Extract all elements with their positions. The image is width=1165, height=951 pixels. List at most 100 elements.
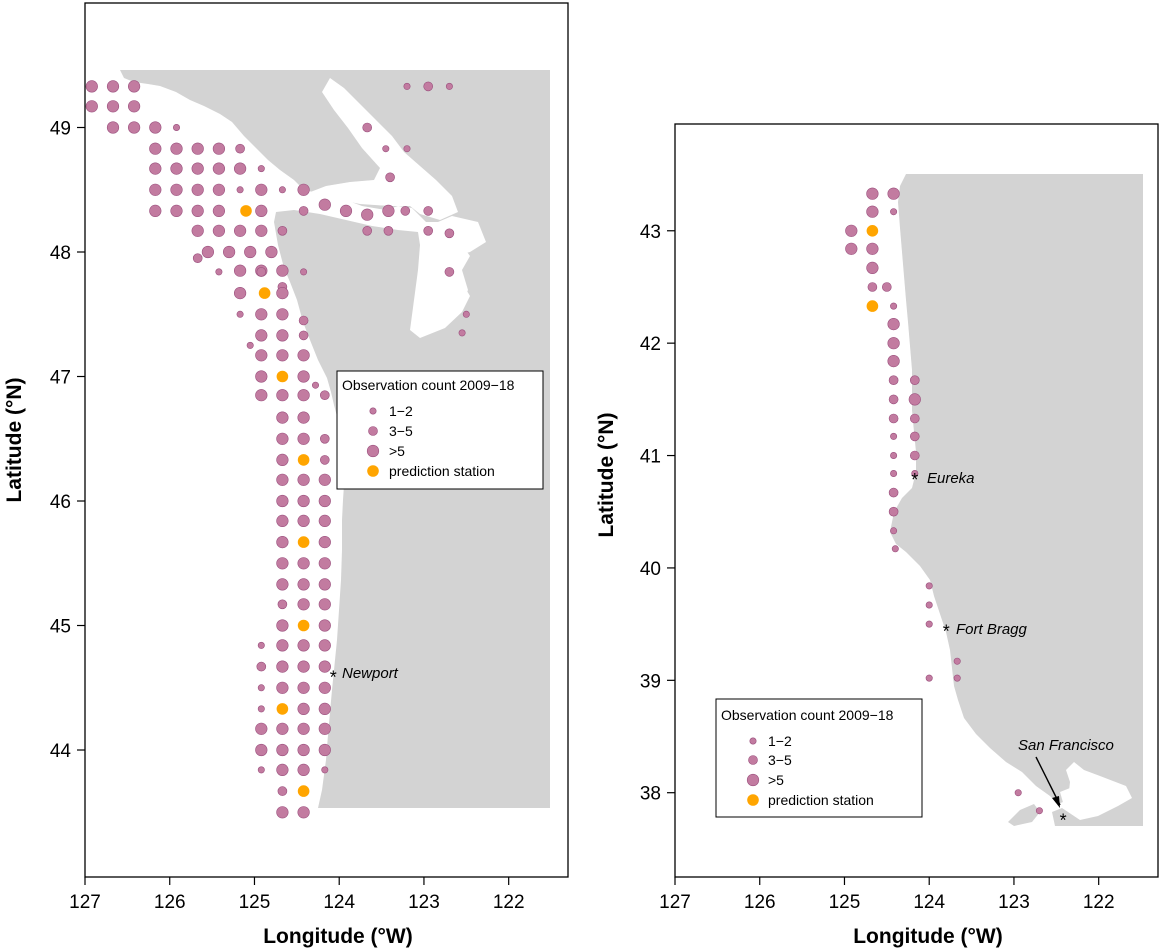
- observation-station-point: [890, 451, 898, 459]
- y-tick-label: 42: [640, 334, 661, 355]
- right-plot-frame: [674, 123, 1159, 878]
- observation-station-point: [888, 413, 899, 424]
- observation-station-point: [276, 453, 289, 467]
- observation-station-point: [234, 264, 247, 277]
- right-legend-label-4: prediction station: [768, 792, 874, 808]
- left-legend-marker-medium: [368, 426, 378, 436]
- left-plot-frame: [84, 2, 569, 878]
- observation-station-point: [318, 681, 331, 694]
- observation-station-point: [276, 681, 289, 694]
- observation-station-point: [276, 806, 289, 819]
- x-tick-label: 122: [493, 892, 525, 913]
- prediction-station-point: [258, 287, 271, 299]
- observation-station-point: [318, 598, 331, 611]
- y-tick-label: 48: [50, 243, 71, 264]
- observation-station-point: [276, 514, 289, 528]
- left-legend-label-3: >5: [389, 443, 405, 459]
- observation-station-point: [297, 722, 310, 735]
- right-legend-marker-large: [746, 773, 760, 787]
- observation-station-point: [276, 308, 289, 321]
- observation-station-point: [866, 261, 879, 275]
- left-x-axis-title: Longitude (°W): [263, 925, 413, 948]
- x-tick-label: 123: [998, 892, 1030, 913]
- prediction-station-point: [276, 703, 289, 715]
- x-tick-label: 124: [913, 892, 945, 913]
- observation-station-point: [890, 208, 898, 216]
- observation-station-point: [276, 619, 289, 632]
- city-label-fort-bragg: Fort Bragg: [956, 621, 1028, 638]
- observation-station-point: [311, 381, 319, 389]
- observation-station-point: [297, 639, 310, 652]
- city-label-san-francisco: San Francisco: [1018, 737, 1114, 754]
- observation-station-point: [911, 469, 919, 477]
- observation-station-point: [276, 264, 289, 277]
- observation-station-point: [149, 121, 162, 134]
- observation-station-point: [276, 743, 289, 757]
- point-reyes-land: [1008, 804, 1040, 826]
- fort-bragg-marker: *: [943, 622, 950, 642]
- observation-station-point: [236, 310, 244, 318]
- observation-station-point: [276, 494, 289, 508]
- observation-station-point: [403, 82, 411, 90]
- observation-station-point: [170, 183, 183, 196]
- observation-station-point: [318, 722, 331, 735]
- san-francisco-bay-water: [1060, 788, 1076, 812]
- observation-station-point: [382, 204, 395, 217]
- observation-station-point: [890, 302, 898, 310]
- x-tick-label: 126: [744, 892, 776, 913]
- observation-station-point: [908, 393, 921, 406]
- observation-station-point: [212, 183, 225, 196]
- observation-station-point: [257, 766, 265, 774]
- y-tick-label: 40: [640, 559, 661, 580]
- observation-station-point: [255, 204, 268, 217]
- left-observation-stations: [85, 80, 470, 819]
- observation-station-point: [888, 375, 899, 386]
- left-legend-marker-small: [369, 407, 377, 415]
- left-legend-marker-prediction: [367, 465, 379, 477]
- y-tick-label: 49: [50, 119, 71, 140]
- observation-station-point: [257, 641, 265, 649]
- prediction-station-point: [297, 454, 310, 466]
- observation-station-point: [255, 224, 268, 237]
- observation-station-point: [255, 308, 268, 321]
- city-label-newport: Newport: [342, 665, 399, 682]
- prediction-station-point: [297, 536, 310, 548]
- observation-station-point: [423, 206, 434, 216]
- observation-station-point: [277, 786, 288, 796]
- observation-station-point: [276, 722, 289, 735]
- observation-station-point: [382, 145, 390, 153]
- observation-station-point: [170, 204, 183, 217]
- observation-station-point: [149, 204, 162, 217]
- prediction-station-point: [240, 205, 252, 217]
- observation-station-point: [297, 763, 310, 777]
- observation-station-point: [297, 598, 310, 611]
- observation-station-point: [85, 80, 98, 93]
- observation-station-point: [297, 578, 310, 591]
- observation-station-point: [423, 81, 434, 92]
- observation-station-point: [255, 722, 268, 735]
- observation-station-point: [318, 578, 331, 591]
- observation-station-point: [458, 329, 466, 337]
- observation-station-point: [297, 494, 310, 508]
- observation-station-point: [255, 743, 268, 757]
- observation-station-point: [236, 186, 244, 194]
- eureka-marker: *: [911, 470, 918, 490]
- right-legend-marker-prediction: [747, 794, 759, 806]
- left-legend-label-1: 1−2: [389, 403, 413, 419]
- observation-station-point: [277, 226, 288, 236]
- observation-station-point: [925, 601, 933, 609]
- left-y-axis: 44 45 46 47 48 49: [50, 119, 85, 762]
- observation-station-point: [223, 245, 236, 259]
- observation-station-point: [276, 535, 289, 549]
- prediction-station-point: [866, 300, 879, 312]
- observation-station-point: [866, 205, 879, 218]
- left-legend-label-4: prediction station: [389, 463, 495, 479]
- y-tick-label: 39: [640, 671, 661, 692]
- observation-station-point: [318, 702, 331, 716]
- observation-station-point: [297, 806, 310, 819]
- observation-station-point: [257, 165, 265, 173]
- right-legend-label-1: 1−2: [768, 733, 792, 749]
- x-tick-label: 124: [323, 892, 355, 913]
- observation-station-point: [192, 253, 203, 264]
- observation-station-point: [276, 349, 289, 362]
